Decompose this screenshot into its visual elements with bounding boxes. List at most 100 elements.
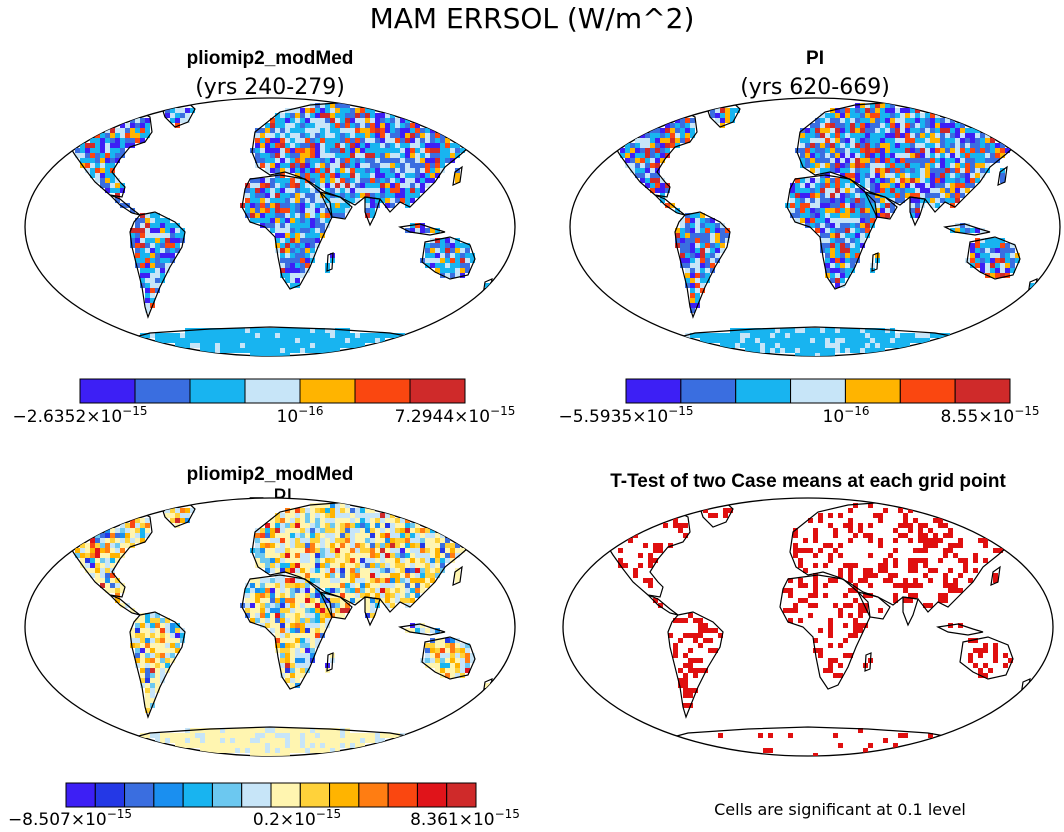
- panel-title-p4: T-Test of two Case means at each grid po…: [610, 471, 1006, 492]
- grid-cell: [400, 133, 405, 138]
- grid-cell: [900, 183, 905, 188]
- grid-cell: [673, 523, 678, 528]
- grid-cell: [250, 338, 255, 343]
- grid-cell: [430, 558, 435, 563]
- grid-cell: [890, 333, 895, 338]
- grid-cell: [900, 113, 905, 118]
- grid-cell: [865, 223, 870, 228]
- grid-cell: [813, 538, 818, 543]
- grid-cell: [135, 663, 140, 668]
- grid-cell: [845, 333, 850, 338]
- grid-cell: [830, 233, 835, 238]
- grid-cell: [425, 533, 430, 538]
- grid-cell: [815, 143, 820, 148]
- grid-cell: [275, 738, 280, 743]
- grid-cell: [660, 188, 665, 193]
- grid-cell: [835, 108, 840, 113]
- colorbar-box: [387, 782, 418, 808]
- grid-cell: [370, 148, 375, 153]
- grid-cell: [325, 108, 330, 113]
- grid-cell: [305, 643, 310, 648]
- grid-cell: [265, 158, 270, 163]
- grid-cell: [285, 608, 290, 613]
- grid-cell: [355, 573, 360, 578]
- grid-cell: [315, 513, 320, 518]
- grid-cell: [855, 123, 860, 128]
- grid-cell: [920, 178, 925, 183]
- grid-cell: [925, 198, 930, 203]
- grid-cell: [155, 263, 160, 268]
- grid-cell: [913, 568, 918, 573]
- grid-cell: [370, 583, 375, 588]
- grid-cell: [935, 113, 940, 118]
- grid-cell: [915, 158, 920, 163]
- grid-cell: [345, 203, 350, 208]
- grid-cell: [828, 558, 833, 563]
- grid-cell: [340, 603, 345, 608]
- grid-cell: [830, 143, 835, 148]
- grid-cell: [745, 333, 750, 338]
- grid-cell: [280, 178, 285, 183]
- grid-cell: [335, 578, 340, 583]
- grid-cell: [325, 178, 330, 183]
- grid-cell: [685, 258, 690, 263]
- grid-cell: [270, 218, 275, 223]
- grid-cell: [370, 523, 375, 528]
- grid-cell: [935, 168, 940, 173]
- grid-cell: [355, 523, 360, 528]
- grid-cell: [840, 333, 845, 338]
- grid-cell: [350, 173, 355, 178]
- grid-cell: [285, 118, 290, 123]
- grid-cell: [860, 148, 865, 153]
- grid-cell: [695, 233, 700, 238]
- grid-cell: [185, 333, 190, 338]
- grid-cell: [820, 343, 825, 348]
- grid-cell: [315, 628, 320, 633]
- grid-cell: [270, 733, 275, 738]
- grid-cell: [215, 738, 220, 743]
- grid-cell: [865, 138, 870, 143]
- grid-cell: [805, 183, 810, 188]
- grid-cell: [255, 143, 260, 148]
- grid-cell: [835, 238, 840, 243]
- grid-cell: [835, 208, 840, 213]
- grid-cell: [265, 178, 270, 183]
- grid-cell: [1000, 173, 1005, 178]
- grid-cell: [345, 583, 350, 588]
- grid-cell: [340, 158, 345, 163]
- grid-cell: [825, 143, 830, 148]
- grid-cell: [400, 518, 405, 523]
- grid-cell: [965, 168, 970, 173]
- grid-cell: [853, 503, 858, 508]
- grid-cell: [980, 153, 985, 158]
- grid-cell: [840, 143, 845, 148]
- grid-cell: [795, 353, 800, 356]
- grid-cell: [400, 143, 405, 148]
- grid-cell: [290, 668, 295, 673]
- grid-cell: [853, 618, 858, 623]
- grid-cell: [973, 568, 978, 573]
- grid-cell: [385, 563, 390, 568]
- grid-cell: [110, 153, 115, 158]
- grid-cell: [130, 243, 135, 248]
- grid-cell: [145, 678, 150, 683]
- grid-cell: [870, 213, 875, 218]
- grid-cell: [455, 243, 460, 248]
- grid-cell: [420, 223, 425, 228]
- grid-cell: [170, 248, 175, 253]
- grid-cell: [325, 118, 330, 123]
- grid-cell: [700, 338, 705, 343]
- grid-cell: [970, 228, 975, 233]
- grid-cell: [865, 218, 870, 223]
- grid-cell: [140, 133, 145, 138]
- grid-cell: [973, 638, 978, 643]
- grid-cell: [630, 163, 635, 168]
- grid-cell: [788, 618, 793, 623]
- grid-cell: [335, 333, 340, 338]
- grid-cell: [145, 668, 150, 673]
- grid-cell: [335, 143, 340, 148]
- grid-cell: [115, 133, 120, 138]
- grid-cell: [820, 223, 825, 228]
- grid-cell: [950, 183, 955, 188]
- grid-cell: [145, 733, 150, 738]
